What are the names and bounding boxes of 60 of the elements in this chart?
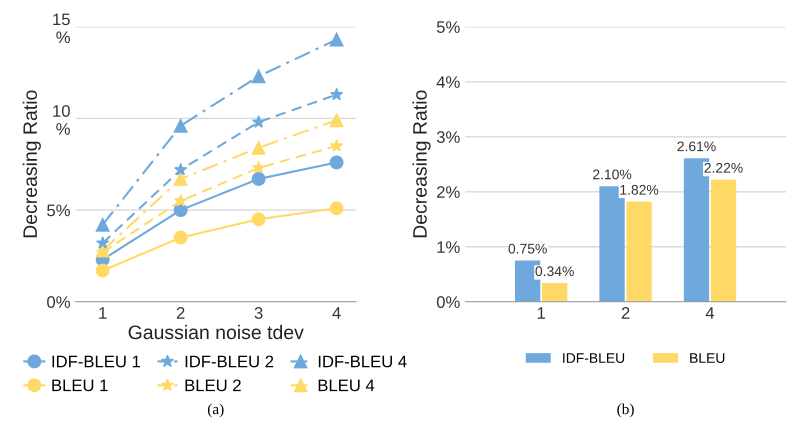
legend-label: IDF-BLEU 4: [318, 356, 407, 368]
point: [96, 218, 110, 232]
y-tick-label: 2%: [437, 186, 460, 198]
data-label: 2.22%: [704, 162, 743, 173]
text: (a): [208, 403, 224, 418]
x-tick-label: 1: [99, 307, 106, 319]
point: [96, 264, 110, 278]
bar: [542, 283, 568, 302]
y-tick-label: 4%: [436, 76, 460, 88]
y-axis-title: Decreasing Ratio: [412, 90, 431, 238]
point: [174, 194, 188, 207]
data-label: 1.82%: [620, 184, 658, 195]
point: [252, 172, 266, 186]
point: [252, 115, 266, 128]
x-tick-label: 2: [622, 307, 630, 319]
x-tick-label: 4: [706, 307, 714, 319]
data-label: 0.75%: [508, 244, 547, 254]
text: (b): [617, 403, 634, 418]
y-tick-label: 3%: [436, 131, 460, 143]
y-axis-title: Decreasing Ratio: [22, 90, 41, 238]
point: [330, 201, 344, 216]
x-tick-label: 3: [254, 307, 263, 319]
point: [330, 113, 344, 128]
data-label: 2.61%: [677, 141, 716, 152]
point: [252, 212, 266, 226]
bar: [626, 202, 652, 302]
y-tick-label: 5%: [47, 204, 70, 216]
data-label: 0.34%: [536, 266, 574, 276]
point: [330, 32, 344, 47]
x-tick-label: 1: [538, 307, 545, 319]
point: [252, 69, 266, 84]
x-axis-title: Gaussian noise tdev: [128, 324, 304, 340]
y-tick-label: 10 %: [53, 105, 70, 135]
data-label: 2.10%: [593, 170, 632, 180]
y-tick-label: 0%: [436, 296, 460, 308]
legend-label: BLEU 2: [186, 379, 241, 392]
y-tick-label: 5%: [436, 21, 460, 33]
bar: [710, 180, 736, 302]
point: [174, 118, 188, 133]
legend-label: IDF-BLEU: [563, 353, 624, 363]
y-tick-label: 0%: [47, 296, 70, 308]
point: [174, 172, 188, 186]
legend-label: IDF-BLEU 1: [52, 356, 140, 368]
point: [174, 162, 188, 176]
x-tick-label: 4: [332, 307, 341, 319]
y-tick-label: 15 %: [53, 14, 70, 44]
legend-label: BLEU 4: [318, 380, 374, 392]
point: [252, 140, 266, 155]
legend-label: BLEU 1: [52, 380, 108, 392]
point: [96, 236, 110, 249]
legend-label: IDF-BLEU 2: [186, 356, 274, 368]
point: [174, 230, 188, 245]
y-tick-label: 1%: [437, 241, 460, 253]
point: [174, 203, 188, 218]
point: [252, 160, 266, 174]
point: [330, 88, 344, 100]
legend-label: BLEU: [690, 353, 724, 363]
x-tick-label: 2: [176, 307, 184, 319]
point: [330, 138, 344, 152]
point: [330, 155, 344, 170]
